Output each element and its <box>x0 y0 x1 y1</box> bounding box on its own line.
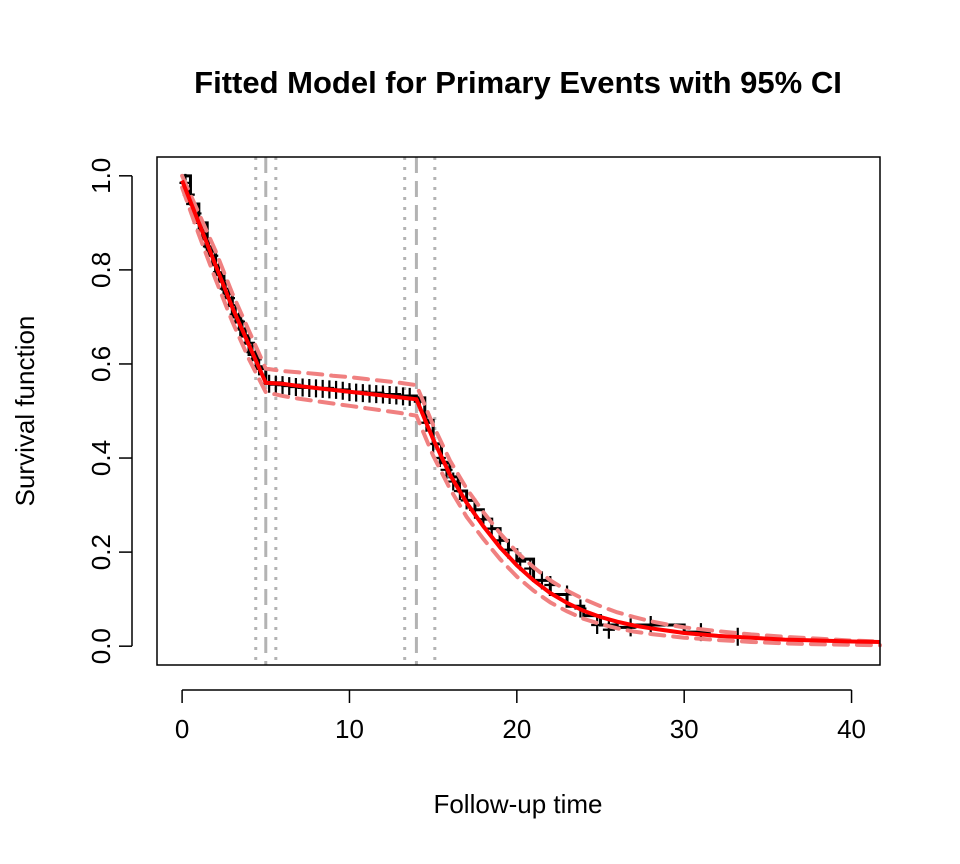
y-tick-label: 0.2 <box>86 534 116 570</box>
fitted-curve <box>180 179 881 644</box>
y-tick-label: 0.8 <box>86 252 116 288</box>
censor-mark <box>591 616 604 635</box>
censor-mark <box>644 616 657 635</box>
y-tick-label: 1.0 <box>86 158 116 194</box>
x-tick-label: 20 <box>502 714 531 744</box>
x-tick-label: 40 <box>837 714 866 744</box>
x-axis-label: Follow-up time <box>433 789 602 819</box>
kaplan-meier-curve <box>182 174 711 637</box>
x-tick-label: 10 <box>335 714 364 744</box>
y-tick-label: 0.0 <box>86 628 116 664</box>
ci-lower-band <box>180 185 882 648</box>
plot-frame <box>156 156 881 666</box>
x-tick-label: 0 <box>175 714 189 744</box>
ci-upper-band <box>180 173 882 644</box>
y-axis-label: Survival function <box>10 316 40 507</box>
plot-area <box>179 157 882 665</box>
y-tick-label: 0.4 <box>86 440 116 476</box>
x-tick-label: 30 <box>670 714 699 744</box>
axes: 0 10 20 30 40 0.0 0.2 0.4 0.6 0.8 1.0 <box>86 158 866 744</box>
y-tick-label: 0.6 <box>86 346 116 382</box>
censor-mark <box>602 620 615 639</box>
chart-title: Fitted Model for Primary Events with 95%… <box>194 65 842 100</box>
